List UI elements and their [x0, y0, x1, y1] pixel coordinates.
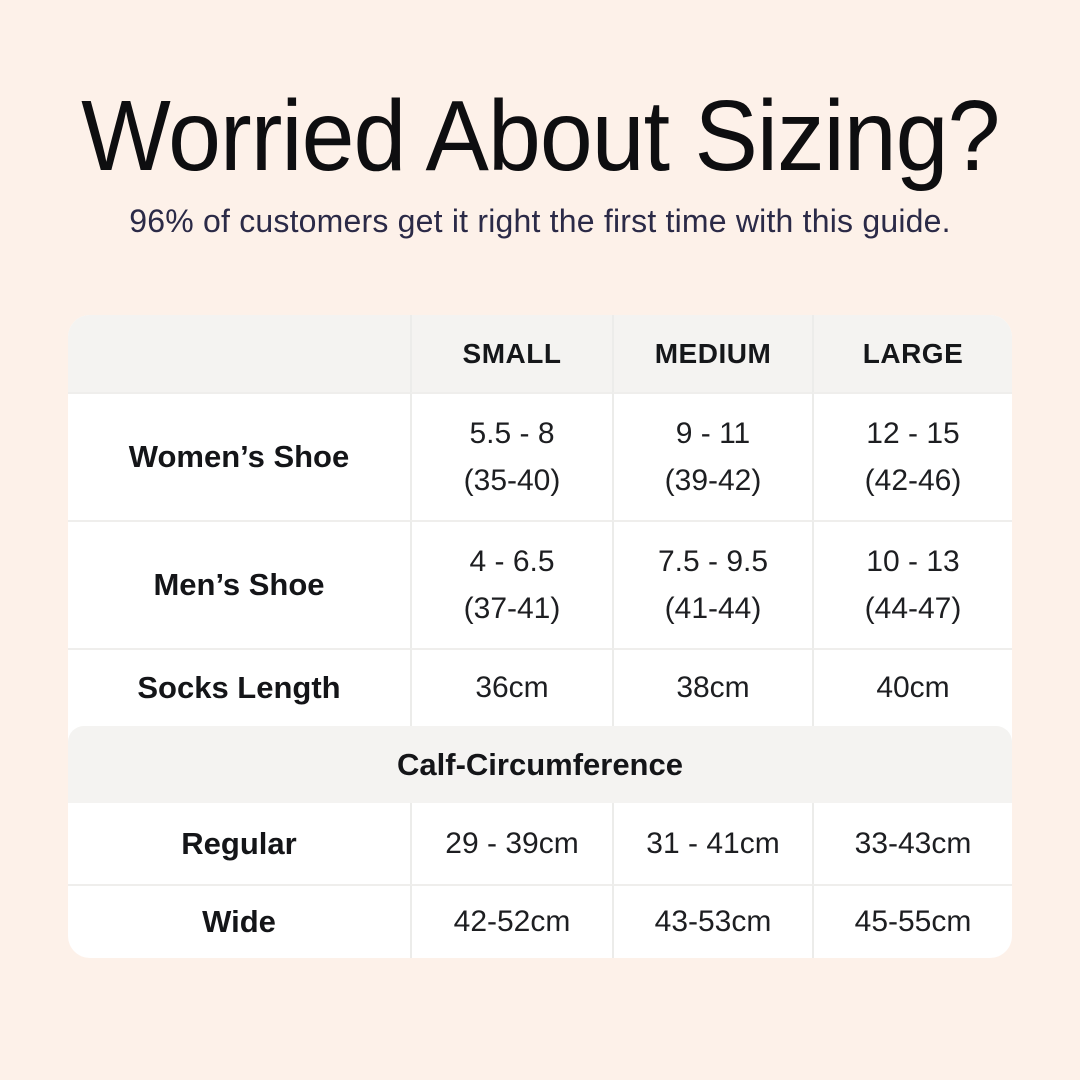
cell-mens-medium: 7.5 - 9.5 (41-44) [612, 520, 812, 648]
cell-mens-small-eu: (37-41) [463, 592, 561, 625]
cell-mens-medium-eu: (41-44) [664, 592, 762, 625]
cell-mens-medium-range: 7.5 - 9.5 [657, 544, 769, 578]
cell-womens-large-range: 12 - 15 [866, 416, 960, 450]
column-header-blank [68, 315, 410, 392]
cell-wide-large: 45-55cm [812, 884, 1012, 958]
cell-womens-small-eu: (35-40) [463, 464, 561, 497]
row-label-mens-shoe: Men’s Shoe [68, 520, 410, 648]
row-label-regular: Regular [181, 825, 297, 861]
hero-section: Worried About Sizing? 96% of customers g… [0, 0, 1080, 240]
cell-mens-small-range: 4 - 6.5 [469, 544, 555, 578]
row-label-socks-length: Socks Length [68, 648, 410, 726]
row-label-wide: Wide [68, 884, 410, 958]
column-header-medium: MEDIUM [612, 315, 812, 392]
cell-womens-small: 5.5 - 8 (35-40) [410, 392, 612, 520]
cell-womens-small-range: 5.5 - 8 [469, 416, 555, 450]
cell-socks-large: 40cm [812, 648, 1012, 726]
size-chart-grid: SMALL MEDIUM LARGE Women’s Shoe 5.5 - 8 … [68, 315, 1012, 958]
cell-wide-medium: 43-53cm [612, 884, 812, 958]
row-label-womens-shoe: Women’s Shoe [68, 392, 410, 520]
cell-womens-medium: 9 - 11 (39-42) [612, 392, 812, 520]
page-title: Worried About Sizing? [80, 80, 1000, 192]
cell-mens-large-range: 10 - 13 [866, 544, 960, 578]
cell-socks-medium: 38cm [612, 648, 812, 726]
section-header-calf-circumference: Calf-Circumference [68, 726, 1012, 803]
cell-mens-small: 4 - 6.5 (37-41) [410, 520, 612, 648]
cell-regular-medium: 31 - 41cm [612, 803, 812, 884]
cell-wide-small: 42-52cm [410, 884, 612, 958]
cell-regular-small: 29 - 39cm [410, 803, 612, 884]
column-header-small: SMALL [410, 315, 612, 392]
page-subtitle: 96% of customers get it right the first … [129, 203, 951, 239]
cell-womens-medium-eu: (39-42) [664, 464, 762, 497]
cell-womens-large-eu: (42-46) [864, 464, 962, 497]
cell-womens-large: 12 - 15 (42-46) [812, 392, 1012, 520]
cell-regular-large: 33-43cm [812, 803, 1012, 884]
column-header-large: LARGE [812, 315, 1012, 392]
cell-womens-medium-range: 9 - 11 [675, 416, 751, 450]
cell-mens-large-eu: (44-47) [864, 592, 962, 625]
cell-socks-small: 36cm [410, 648, 612, 726]
cell-mens-large: 10 - 13 (44-47) [812, 520, 1012, 648]
size-chart-table: SMALL MEDIUM LARGE Women’s Shoe 5.5 - 8 … [68, 315, 1012, 958]
